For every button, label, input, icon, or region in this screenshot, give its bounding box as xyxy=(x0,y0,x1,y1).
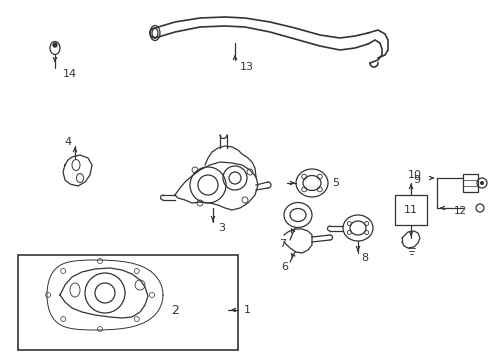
Text: 12: 12 xyxy=(453,206,467,216)
Text: 11: 11 xyxy=(403,205,417,215)
Text: 10: 10 xyxy=(407,170,421,180)
Circle shape xyxy=(479,181,483,185)
Text: 2: 2 xyxy=(171,303,179,316)
Circle shape xyxy=(53,43,57,47)
Bar xyxy=(462,174,477,192)
Text: 4: 4 xyxy=(64,137,71,147)
Text: 9: 9 xyxy=(412,175,419,185)
Bar xyxy=(394,195,426,225)
Text: 8: 8 xyxy=(360,253,367,263)
Text: 6: 6 xyxy=(281,262,288,272)
Text: 5: 5 xyxy=(331,178,338,188)
Bar xyxy=(18,255,238,350)
Text: 1: 1 xyxy=(244,305,250,315)
Text: 7: 7 xyxy=(279,239,286,249)
Text: 3: 3 xyxy=(218,223,224,233)
Text: 14: 14 xyxy=(63,69,77,79)
Text: 13: 13 xyxy=(240,62,253,72)
